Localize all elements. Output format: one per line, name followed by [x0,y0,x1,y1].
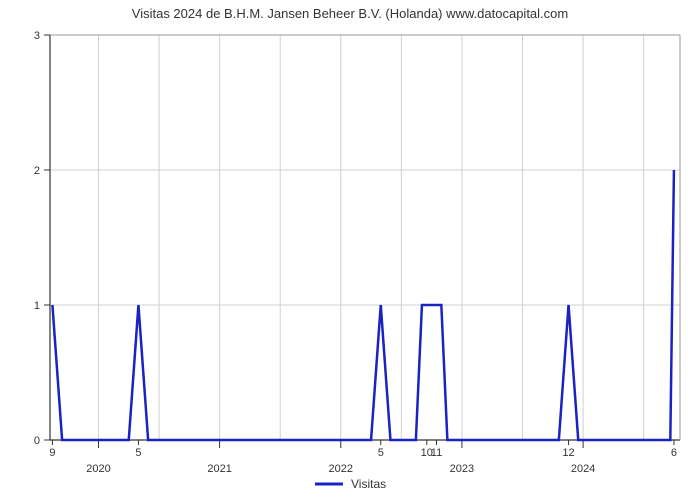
x-tick-major-label: 2020 [86,463,110,475]
chart-title: Visitas 2024 de B.H.M. Jansen Beheer B.V… [132,6,568,21]
y-tick-label: 0 [34,435,40,447]
x-tick-major-label: 2022 [329,463,353,475]
legend-label: Visitas [351,477,386,491]
x-tick-minor-label: 9 [49,447,55,459]
x-tick-major-label: 2023 [450,463,474,475]
x-tick-minor-label: 5 [135,447,141,459]
x-tick-minor-label: 11 [431,447,442,459]
line-chart: Visitas 2024 de B.H.M. Jansen Beheer B.V… [0,0,700,500]
x-tick-minor-label: 12 [562,447,574,459]
chart-container: Visitas 2024 de B.H.M. Jansen Beheer B.V… [0,0,700,500]
y-tick-label: 3 [34,30,40,42]
y-tick-label: 1 [34,300,40,312]
x-tick-major-label: 2024 [571,463,595,475]
x-tick-minor-label: 5 [378,447,384,459]
x-tick-major-label: 2021 [207,463,231,475]
x-tick-minor-label: 6 [671,447,677,459]
y-tick-label: 2 [34,165,40,177]
